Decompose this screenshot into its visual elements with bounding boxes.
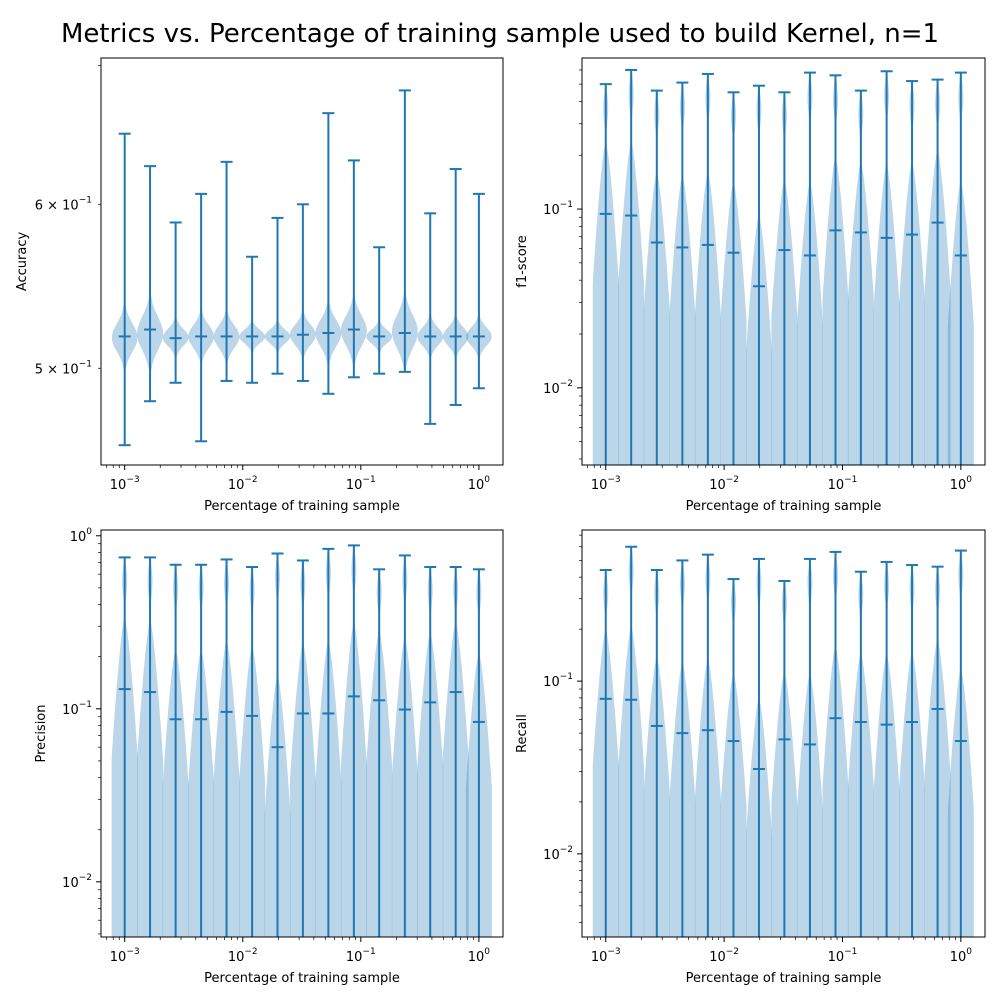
y-tick-label: 10−1 xyxy=(543,200,573,218)
y-tick-label: 100 xyxy=(70,527,93,545)
plot-area xyxy=(111,89,492,447)
x-tick-label: 10−2 xyxy=(709,947,739,965)
x-tick-label: 100 xyxy=(468,475,491,493)
y-axis-label: Accuracy xyxy=(15,232,30,292)
x-tick-label: 10−1 xyxy=(346,947,376,965)
y-tick-label: 10−2 xyxy=(62,873,92,891)
y-tick-label: 10−2 xyxy=(543,379,573,397)
subplot-precision: 10−3 10−2 10−1 100 100 10−1 10−2 Percentage of … xyxy=(34,527,504,986)
axes-frame xyxy=(100,57,504,466)
y-axis-label: Recall xyxy=(515,714,530,753)
axes-frame xyxy=(581,57,986,466)
y-tick-label: 10−1 xyxy=(62,700,92,718)
x-tick-label: 10−2 xyxy=(228,947,258,965)
x-tick-label: 10−3 xyxy=(110,947,140,965)
x-tick-label: 100 xyxy=(468,947,491,965)
subplot-recall: 10−3 10−2 10−1 100 10−1 10−2 Percentage of tra… xyxy=(515,529,986,986)
x-tick-label: 10−3 xyxy=(591,947,621,965)
plot-area xyxy=(592,68,974,465)
x-tick-label: 100 xyxy=(950,475,973,493)
x-tick-label: 100 xyxy=(950,947,973,965)
x-axis-label: Percentage of training sample xyxy=(204,971,400,986)
x-tick-label: 10−1 xyxy=(828,475,858,493)
subplot-accuracy: 10−3 10−2 10−1 100 6 × 10−1 5 × 10−1 Percentag… xyxy=(15,57,504,514)
figure-title: Metrics vs. Percentage of training sampl… xyxy=(61,19,939,49)
axes-frame xyxy=(100,529,504,938)
axes-frame xyxy=(581,529,986,938)
y-tick-label: 10−2 xyxy=(543,845,573,863)
x-axis-label: Percentage of training sample xyxy=(686,971,882,986)
y-axis-label: Precision xyxy=(34,704,49,762)
x-tick-label: 10−1 xyxy=(828,947,858,965)
x-tick-label: 10−3 xyxy=(591,475,621,493)
subplot-f1-score: 10−3 10−2 10−1 100 10−1 10−2 Percentage of tra… xyxy=(515,57,986,514)
x-axis-label: Percentage of training sample xyxy=(686,499,882,514)
y-axis-label: f1-score xyxy=(515,235,530,287)
plot-area xyxy=(111,544,492,937)
x-tick-label: 10−2 xyxy=(228,475,258,493)
y-tick-label: 5 × 10−1 xyxy=(35,359,92,377)
y-tick-label: 6 × 10−1 xyxy=(35,195,92,213)
plot-area xyxy=(592,545,974,937)
x-tick-label: 10−1 xyxy=(346,475,376,493)
x-tick-label: 10−3 xyxy=(110,475,140,493)
y-tick-label: 10−1 xyxy=(543,672,573,690)
x-tick-label: 10−2 xyxy=(709,475,739,493)
x-axis-label: Percentage of training sample xyxy=(204,499,400,514)
